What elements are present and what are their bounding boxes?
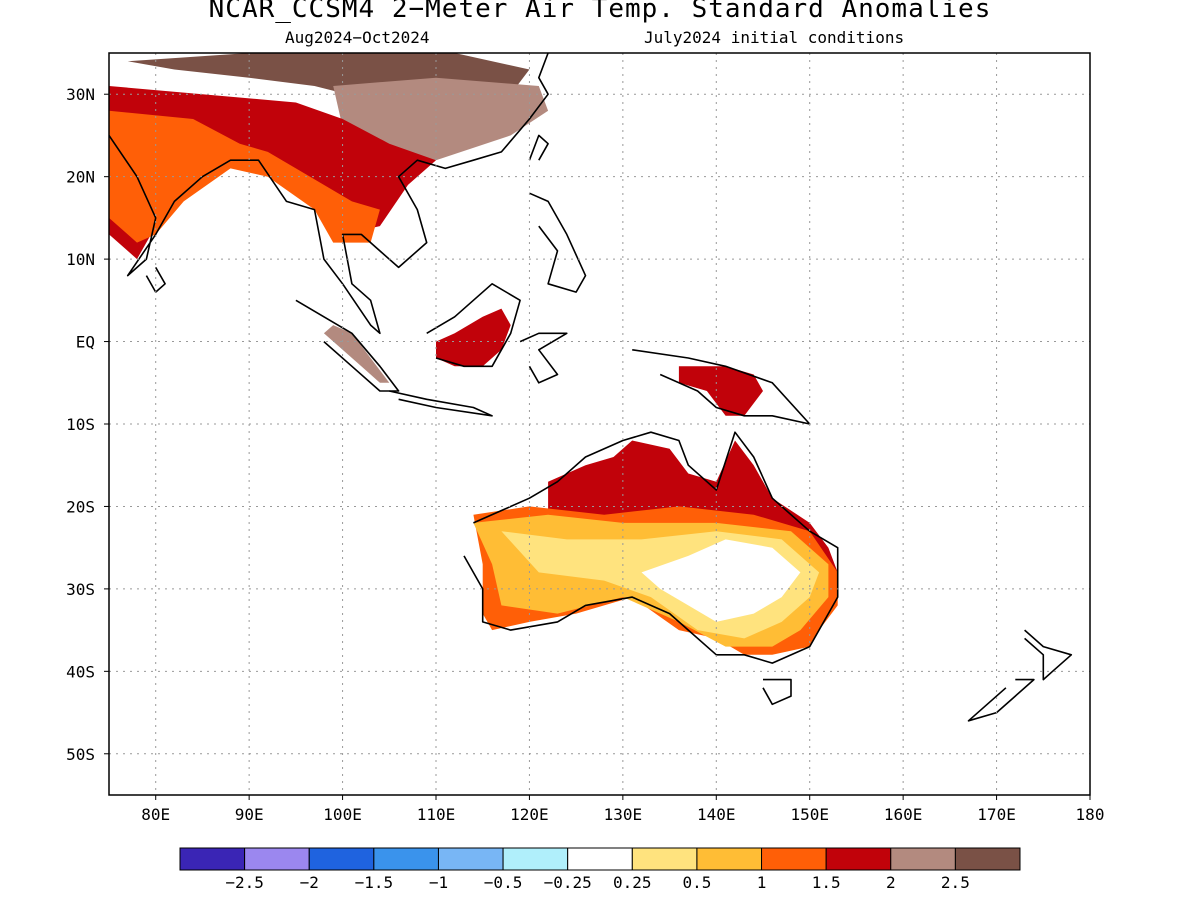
lon-label: 120E (510, 805, 549, 824)
colorbar-label: 1.5 (812, 873, 841, 892)
lon-label: 130E (604, 805, 643, 824)
lat-label: 40S (66, 662, 95, 681)
colorbar-swatch (761, 847, 827, 871)
lat-label: 20N (66, 168, 95, 187)
colorbar-swatch (373, 847, 439, 871)
colorbar-label: −0.25 (544, 873, 592, 892)
lon-label: 100E (323, 805, 362, 824)
colorbar-swatch (308, 847, 375, 871)
colorbar-label: 1 (757, 873, 767, 892)
coastline (528, 134, 549, 161)
axis-labels: 30N 20N 10N EQ 10S 20S 30S 40S 50S 80E 90E 100E 110E… (66, 85, 1104, 824)
anomaly-region-sumatra (323, 325, 390, 383)
colorbar-label: −2.5 (225, 873, 264, 892)
colorbar-swatch (502, 847, 569, 871)
coastline (426, 282, 521, 368)
anomaly-region-borneo (436, 308, 511, 367)
forecast-period: Aug2024−Oct2024 (285, 28, 430, 47)
lat-label: EQ (76, 333, 95, 352)
colorbar-label: −0.5 (484, 873, 523, 892)
coastline (389, 390, 493, 417)
coastline (519, 332, 568, 384)
colorbar-swatch (954, 847, 1021, 871)
lat-label: 10N (66, 250, 95, 269)
colorbar-swatch (696, 847, 763, 871)
anomaly-region-china (333, 77, 549, 161)
colorbar-label: 0.5 (682, 873, 711, 892)
colorbar: −2.5 −2 −1.5 −1 −0.5 −0.25 0.25 0.5 1 1.5 2 2.5 (179, 847, 1021, 892)
anomaly-region-new-guinea (678, 366, 763, 416)
coastline (295, 299, 400, 392)
lon-label: 80E (141, 805, 170, 824)
lon-label: 160E (884, 805, 923, 824)
coastline (762, 678, 792, 706)
colorbar-label: −1.5 (355, 873, 394, 892)
coastline (145, 267, 166, 293)
colorbar-swatch (631, 847, 698, 871)
coastline (967, 678, 1035, 722)
anomaly-fill-layer (109, 53, 838, 655)
colorbar-swatch (244, 847, 310, 871)
coastline (632, 349, 811, 425)
colorbar-swatch (437, 847, 504, 871)
lon-label: 180 (1076, 805, 1105, 824)
map-title: NCAR_CCSM4 2−Meter Air Temp. Standard An… (208, 0, 992, 24)
coastline (463, 431, 839, 664)
lon-label: 90E (235, 805, 264, 824)
anomaly-region-south-asia (109, 110, 380, 243)
coastline (529, 192, 587, 293)
colorbar-swatch (179, 847, 246, 871)
lat-label: 10S (66, 415, 95, 434)
colorbar-label: 0.25 (613, 873, 652, 892)
lat-label: 20S (66, 497, 95, 516)
colorbar-label: 2.5 (941, 873, 970, 892)
coastline (109, 53, 549, 335)
lon-label: 150E (790, 805, 829, 824)
colorbar-label: −1 (429, 873, 448, 892)
gridlines (109, 53, 1090, 795)
initial-conditions: July2024 initial conditions (644, 28, 905, 47)
coastline (1024, 629, 1073, 681)
lat-label: 50S (66, 745, 95, 764)
colorbar-label: −2 (300, 873, 319, 892)
anomaly-region-australia-white (641, 539, 801, 622)
colorbar-label: 2 (886, 873, 896, 892)
colorbar-swatch (890, 847, 956, 871)
lon-label: 110E (417, 805, 456, 824)
lon-label: 170E (977, 805, 1016, 824)
colorbar-swatch (825, 847, 892, 871)
lat-label: 30N (66, 85, 95, 104)
colorbar-swatch (567, 847, 633, 871)
lat-label: 30S (66, 580, 95, 599)
lon-label: 140E (697, 805, 736, 824)
